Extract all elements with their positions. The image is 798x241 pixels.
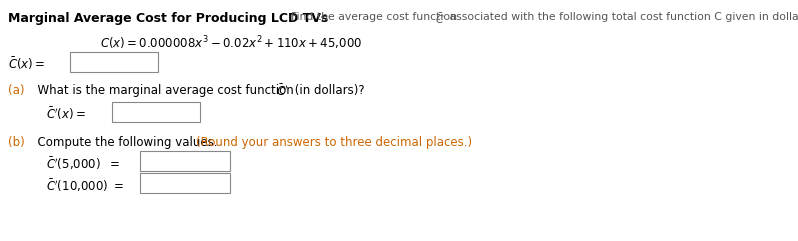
Text: $C(x) = 0.000008x^3 - 0.02x^2 + 110x + 45{,}000$: $C(x) = 0.000008x^3 - 0.02x^2 + 110x + 4… — [100, 34, 362, 52]
Text: (in dollars)?: (in dollars)? — [291, 84, 365, 97]
Text: $\bar{C}'(x) =$: $\bar{C}'(x) =$ — [46, 106, 86, 122]
Text: associated with the following total cost function C given in dollars.: associated with the following total cost… — [446, 12, 798, 22]
FancyBboxPatch shape — [140, 151, 230, 171]
Text: (a): (a) — [8, 84, 25, 97]
Text: (b): (b) — [8, 136, 25, 149]
Text: $\bar{C}$: $\bar{C}$ — [435, 12, 444, 26]
Text: $\bar{C}(x) =$: $\bar{C}(x) =$ — [8, 56, 45, 73]
FancyBboxPatch shape — [140, 173, 230, 193]
Text: $\bar{C}'$: $\bar{C}'$ — [276, 84, 289, 100]
Text: Find the average cost function: Find the average cost function — [284, 12, 460, 22]
Text: Marginal Average Cost for Producing LCD TVs: Marginal Average Cost for Producing LCD … — [8, 12, 328, 25]
Text: (Round your answers to three decimal places.): (Round your answers to three decimal pla… — [196, 136, 472, 149]
Text: Compute the following values.: Compute the following values. — [30, 136, 221, 149]
FancyBboxPatch shape — [112, 102, 200, 122]
FancyBboxPatch shape — [70, 52, 158, 72]
Text: What is the marginal average cost function: What is the marginal average cost functi… — [30, 84, 298, 97]
Text: $\bar{C}'(5{,}000)\ \ =$: $\bar{C}'(5{,}000)\ \ =$ — [46, 156, 120, 172]
Text: $\bar{C}'(10{,}000)\ =$: $\bar{C}'(10{,}000)\ =$ — [46, 178, 124, 194]
